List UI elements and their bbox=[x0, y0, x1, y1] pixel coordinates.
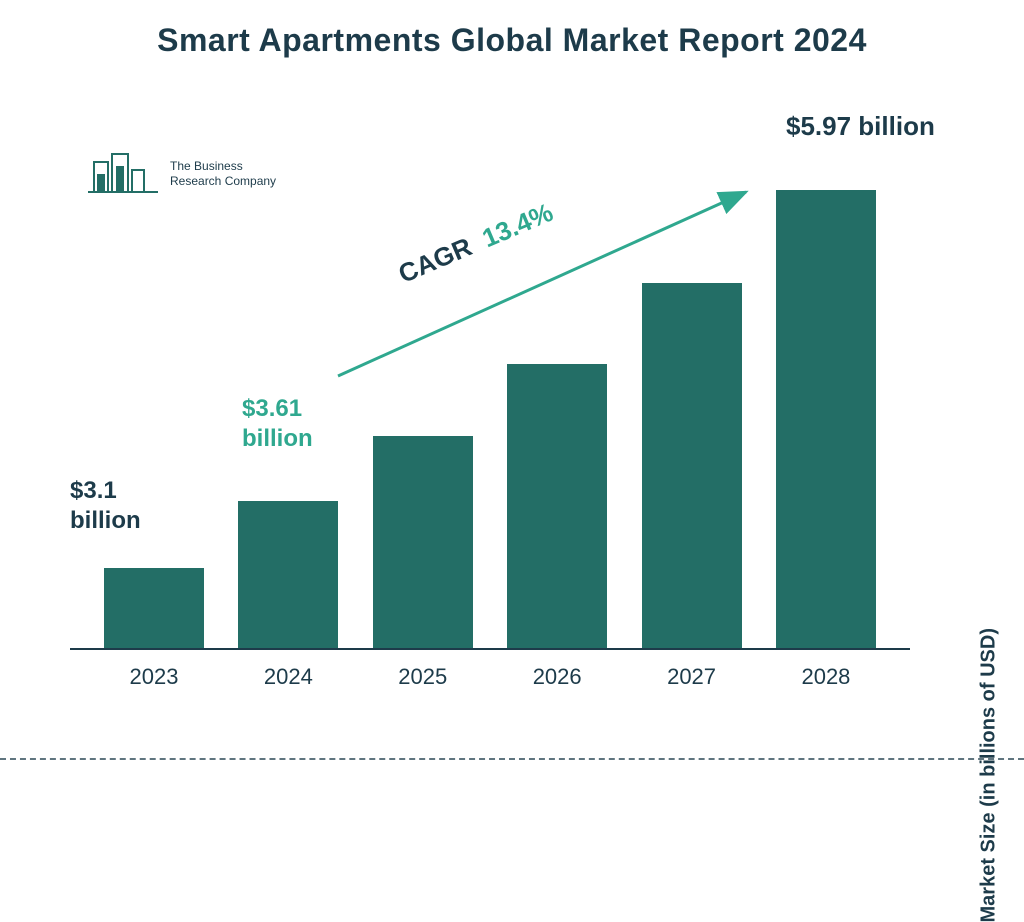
bar-slot bbox=[363, 436, 483, 648]
value-l2: billion bbox=[70, 507, 141, 534]
bar-slot bbox=[632, 283, 752, 649]
bars-container bbox=[70, 128, 910, 648]
x-label: 2028 bbox=[766, 664, 886, 690]
bar-2024 bbox=[238, 501, 338, 648]
bar-slot bbox=[94, 568, 214, 648]
y-axis-label: Market Size (in billions of USD) bbox=[977, 628, 1000, 922]
x-label: 2027 bbox=[632, 664, 752, 690]
chart-area: 2023 2024 2025 2026 2027 2028 bbox=[70, 130, 910, 690]
x-label: 2025 bbox=[363, 664, 483, 690]
bar-2026 bbox=[507, 364, 607, 648]
bar-2025 bbox=[373, 436, 473, 648]
page-root: Smart Apartments Global Market Report 20… bbox=[0, 0, 1024, 768]
value-label-2023: $3.1 billion bbox=[70, 476, 141, 536]
x-axis-line bbox=[70, 648, 910, 650]
chart-title: Smart Apartments Global Market Report 20… bbox=[0, 22, 1024, 59]
x-label: 2023 bbox=[94, 664, 214, 690]
bar-slot bbox=[497, 364, 617, 648]
bar-2028 bbox=[776, 190, 876, 648]
value-l2: billion bbox=[242, 425, 313, 452]
x-label: 2026 bbox=[497, 664, 617, 690]
bar-2023 bbox=[104, 568, 204, 648]
x-labels: 2023 2024 2025 2026 2027 2028 bbox=[70, 664, 910, 690]
value-l1: $3.61 bbox=[242, 395, 302, 422]
x-label: 2024 bbox=[228, 664, 348, 690]
bar-slot bbox=[228, 501, 348, 648]
value-label-2024: $3.61 billion bbox=[242, 394, 313, 454]
bottom-dashed-rule bbox=[0, 758, 1024, 760]
value-l1: $3.1 bbox=[70, 477, 117, 504]
value-label-2028: $5.97 billion bbox=[786, 110, 935, 143]
bar-slot bbox=[766, 190, 886, 648]
bar-2027 bbox=[642, 283, 742, 649]
